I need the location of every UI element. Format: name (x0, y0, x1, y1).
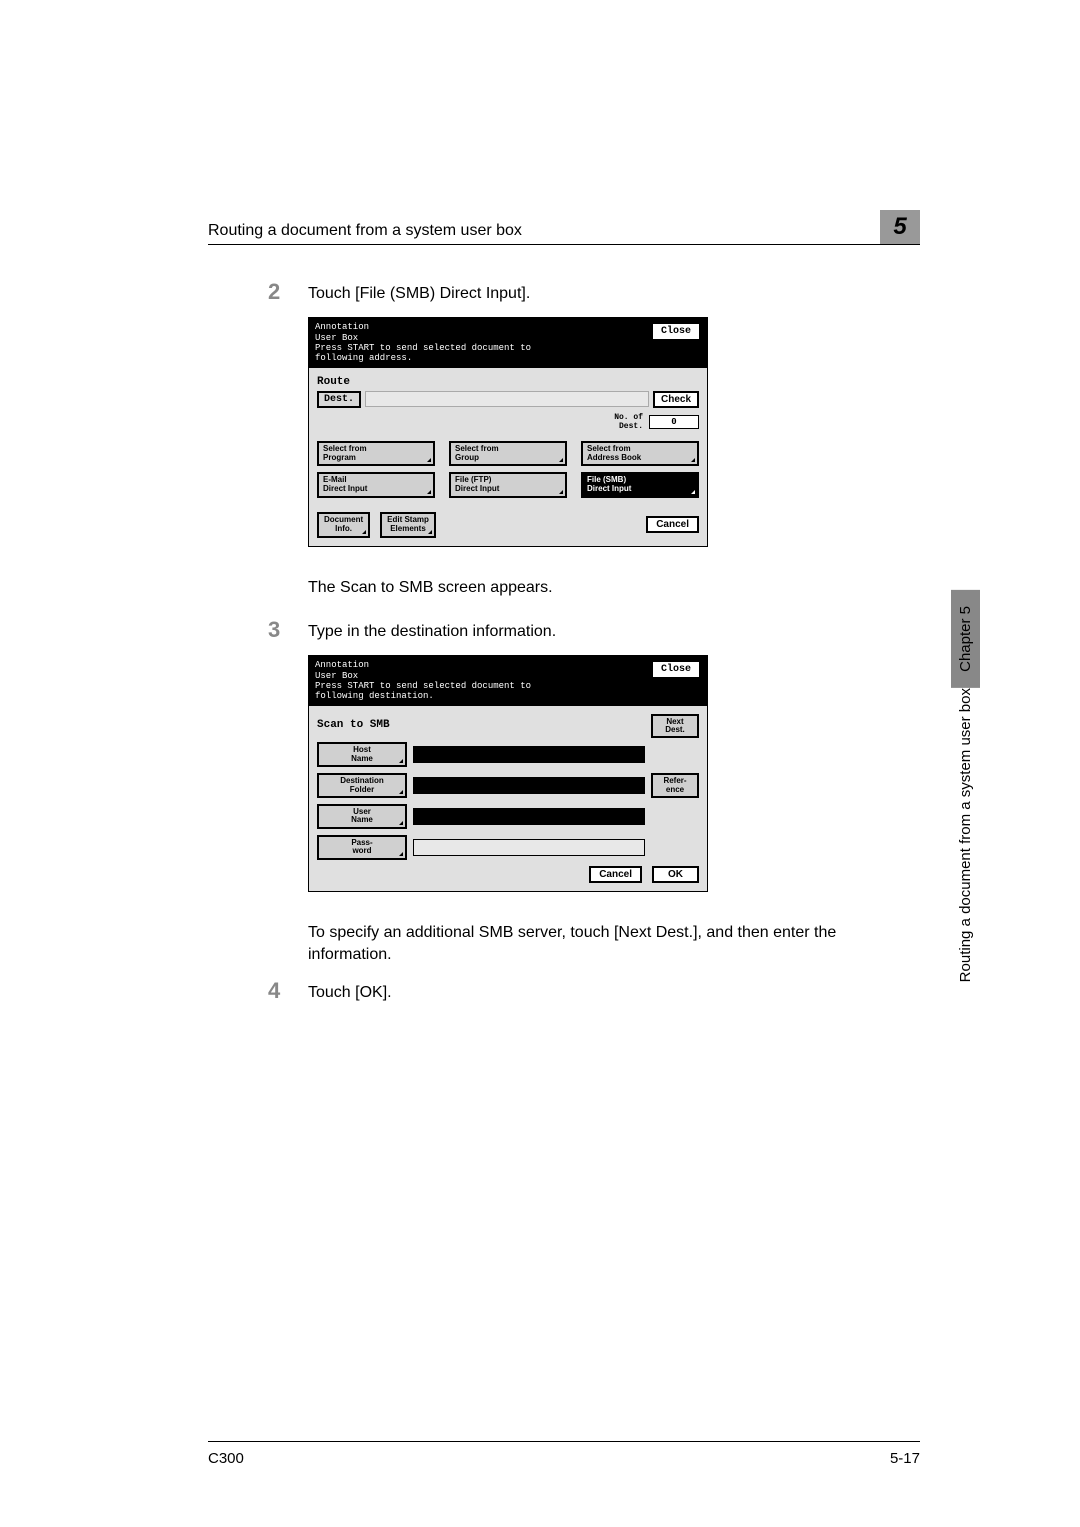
check-button[interactable]: Check (653, 391, 699, 408)
page: Routing a document from a system user bo… (0, 0, 1080, 1527)
ss2-header: Annotation User Box Press START to send … (309, 656, 707, 705)
password-row: Pass- word (317, 835, 699, 860)
dest-field[interactable] (365, 391, 649, 407)
step-2-result: The Scan to SMB screen appears. (208, 573, 920, 599)
username-button[interactable]: User Name (317, 804, 407, 829)
step-number: 4 (268, 978, 308, 1004)
route-label: Route (317, 376, 699, 388)
reference-button[interactable]: Refer- ence (651, 773, 699, 798)
step-text: Touch [File (SMB) Direct Input]. (308, 279, 530, 305)
step-number: 2 (268, 279, 308, 305)
route-screenshot: Annotation User Box Press START to send … (308, 317, 708, 546)
step-4: 4 Touch [OK]. (208, 978, 920, 1004)
ok-button[interactable]: OK (652, 866, 699, 883)
ss2-body: Scan to SMB Next Dest. Host Name Destina… (309, 706, 707, 891)
side-section-label: Routing a document from a system user bo… (951, 688, 980, 996)
next-dest-button[interactable]: Next Dest. (651, 714, 699, 739)
step-text: The Scan to SMB screen appears. (308, 573, 553, 599)
doc-info-button[interactable]: Document Info. (317, 512, 370, 538)
smb-direct-button[interactable]: File (SMB) Direct Input (581, 472, 699, 498)
email-direct-button[interactable]: E-Mail Direct Input (317, 472, 435, 498)
select-program-button[interactable]: Select from Program (317, 441, 435, 467)
step-text: To specify an additional SMB server, tou… (308, 918, 920, 967)
ss-bottom-left: Document Info. Edit Stamp Elements (317, 512, 436, 538)
destfolder-row: Destination Folder Refer- ence (317, 773, 699, 798)
ftp-direct-button[interactable]: File (FTP) Direct Input (449, 472, 567, 498)
step-text: Touch [OK]. (308, 978, 392, 1004)
footer-left: C300 (208, 1450, 244, 1467)
destfolder-button[interactable]: Destination Folder (317, 773, 407, 798)
ss-body: Route Dest. Check No. of Dest. 0 Select … (309, 368, 707, 546)
ss-bottom-row: Document Info. Edit Stamp Elements Cance… (317, 512, 699, 538)
password-input[interactable] (413, 839, 645, 856)
cancel-button[interactable]: Cancel (646, 516, 699, 533)
username-row: User Name (317, 804, 699, 829)
edit-stamp-button[interactable]: Edit Stamp Elements (380, 512, 436, 538)
chapter-badge: 5 (880, 210, 920, 244)
header-title: Routing a document from a system user bo… (208, 222, 868, 240)
hostname-button[interactable]: Host Name (317, 742, 407, 767)
password-button[interactable]: Pass- word (317, 835, 407, 860)
footer: C300 5-17 (208, 1441, 920, 1467)
close-button[interactable]: Close (651, 322, 701, 341)
username-input[interactable] (413, 808, 645, 825)
no-of-dest-label: No. of Dest. (614, 413, 643, 431)
hostname-input[interactable] (413, 746, 645, 763)
step-number: 3 (268, 617, 308, 643)
cancel-button-2[interactable]: Cancel (589, 866, 642, 883)
hostname-row: Host Name (317, 742, 699, 767)
page-header: Routing a document from a system user bo… (208, 210, 920, 245)
step-number-empty (268, 918, 308, 967)
smb-screenshot: Annotation User Box Press START to send … (308, 655, 708, 891)
select-group-button[interactable]: Select from Group (449, 441, 567, 467)
ss-header-text: Annotation User Box Press START to send … (315, 322, 531, 363)
step-3-note: To specify an additional SMB server, tou… (208, 918, 920, 967)
step-2: 2 Touch [File (SMB) Direct Input]. (208, 279, 920, 305)
scan-to-smb-title: Scan to SMB (317, 719, 390, 731)
side-tab: Chapter 5 Routing a document from a syst… (951, 590, 980, 996)
dest-row: Dest. Check (317, 391, 699, 408)
step-3: 3 Type in the destination information. (208, 617, 920, 643)
destfolder-input[interactable] (413, 777, 645, 794)
close-button-2[interactable]: Close (651, 660, 701, 679)
select-addressbook-button[interactable]: Select from Address Book (581, 441, 699, 467)
footer-right: 5-17 (890, 1450, 920, 1467)
no-of-dest-value: 0 (649, 415, 699, 429)
step-text: Type in the destination information. (308, 617, 556, 643)
ss2-header-text: Annotation User Box Press START to send … (315, 660, 531, 701)
ss-header: Annotation User Box Press START to send … (309, 318, 707, 367)
side-chapter-label: Chapter 5 (951, 590, 980, 688)
select-grid: Select from Program Select from Group Se… (317, 441, 699, 498)
dest-label: Dest. (317, 391, 361, 408)
ss2-bottom: Cancel OK (317, 866, 699, 883)
step-number-empty (268, 573, 308, 599)
no-of-dest-row: No. of Dest. 0 (317, 413, 699, 431)
